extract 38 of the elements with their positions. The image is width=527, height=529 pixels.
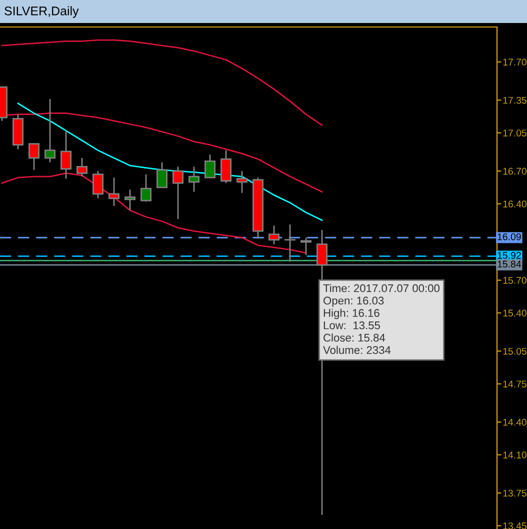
candlestick bbox=[204, 154, 216, 178]
y-tick-label: 14.75 bbox=[503, 380, 526, 388]
candlestick bbox=[60, 130, 72, 180]
annotation: Time: 2017.07.07 00:00 Open: 16.03 High: 16.16 Low: 13.55 Close: 15.84 Volume: 2334 bbox=[323, 284, 440, 354]
candlestick bbox=[140, 174, 152, 202]
chart-title: SILVER,Daily bbox=[4, 6, 79, 18]
ref-line-label: 16.09 bbox=[498, 233, 521, 240]
candlestick bbox=[188, 166, 200, 192]
line-series bbox=[1, 172, 307, 254]
candlestick bbox=[108, 176, 120, 207]
line-series bbox=[1, 39, 323, 126]
y-tick-label: 15.70 bbox=[503, 276, 527, 284]
ref-line-label: 15.92 bbox=[498, 252, 521, 259]
y-tick-label: 16.40 bbox=[503, 200, 527, 208]
candlestick bbox=[284, 224, 296, 262]
y-tick-label: 17.70 bbox=[503, 58, 527, 66]
y-tick-label: 15.40 bbox=[503, 310, 527, 317]
candlestick bbox=[300, 236, 312, 256]
y-tick-label: 17.05 bbox=[503, 130, 526, 136]
candlestick bbox=[156, 162, 168, 188]
candlestick bbox=[236, 170, 248, 194]
y-tick-label: 16.70 bbox=[503, 168, 527, 175]
y-tick-label: 14.40 bbox=[503, 418, 527, 426]
line-series bbox=[17, 102, 323, 221]
candlestick bbox=[92, 170, 104, 200]
candlestick bbox=[124, 188, 136, 212]
y-tick-label: 13.45 bbox=[503, 522, 526, 529]
candlestick bbox=[172, 166, 184, 220]
y-tick-label: 17.35 bbox=[503, 96, 526, 104]
candlestick bbox=[44, 98, 56, 164]
y-tick-label: 14.10 bbox=[503, 452, 527, 458]
candlestick bbox=[268, 224, 280, 245]
candlestick bbox=[220, 150, 232, 184]
y-tick-label: 13.75 bbox=[503, 490, 526, 497]
candlestick bbox=[28, 143, 40, 171]
y-tick-label: 15.05 bbox=[503, 348, 526, 355]
candlestick bbox=[76, 157, 88, 178]
ref-line-label: 15.84 bbox=[498, 260, 522, 268]
